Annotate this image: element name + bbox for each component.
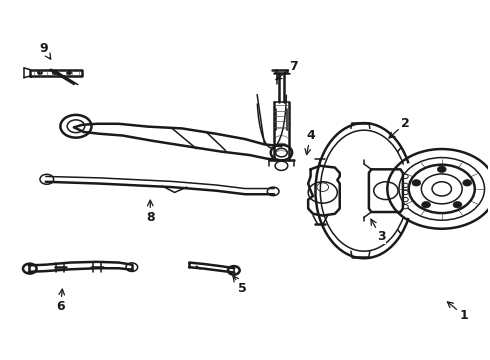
Text: 2: 2	[389, 117, 410, 138]
Text: 8: 8	[146, 200, 154, 224]
Circle shape	[38, 71, 43, 75]
Text: 1: 1	[447, 302, 468, 322]
Text: 6: 6	[56, 289, 65, 313]
Text: 3: 3	[371, 219, 385, 243]
Circle shape	[402, 204, 408, 209]
Circle shape	[52, 71, 57, 75]
Circle shape	[438, 166, 446, 172]
Circle shape	[402, 174, 408, 179]
Circle shape	[463, 180, 471, 186]
Circle shape	[453, 202, 462, 208]
Circle shape	[402, 197, 408, 202]
Circle shape	[402, 183, 408, 188]
Circle shape	[67, 71, 72, 75]
Circle shape	[412, 180, 421, 186]
Text: 5: 5	[233, 276, 247, 295]
Circle shape	[422, 202, 430, 208]
Text: 4: 4	[305, 129, 315, 154]
Text: 9: 9	[39, 42, 51, 59]
Text: 7: 7	[276, 60, 298, 80]
Circle shape	[402, 190, 408, 195]
